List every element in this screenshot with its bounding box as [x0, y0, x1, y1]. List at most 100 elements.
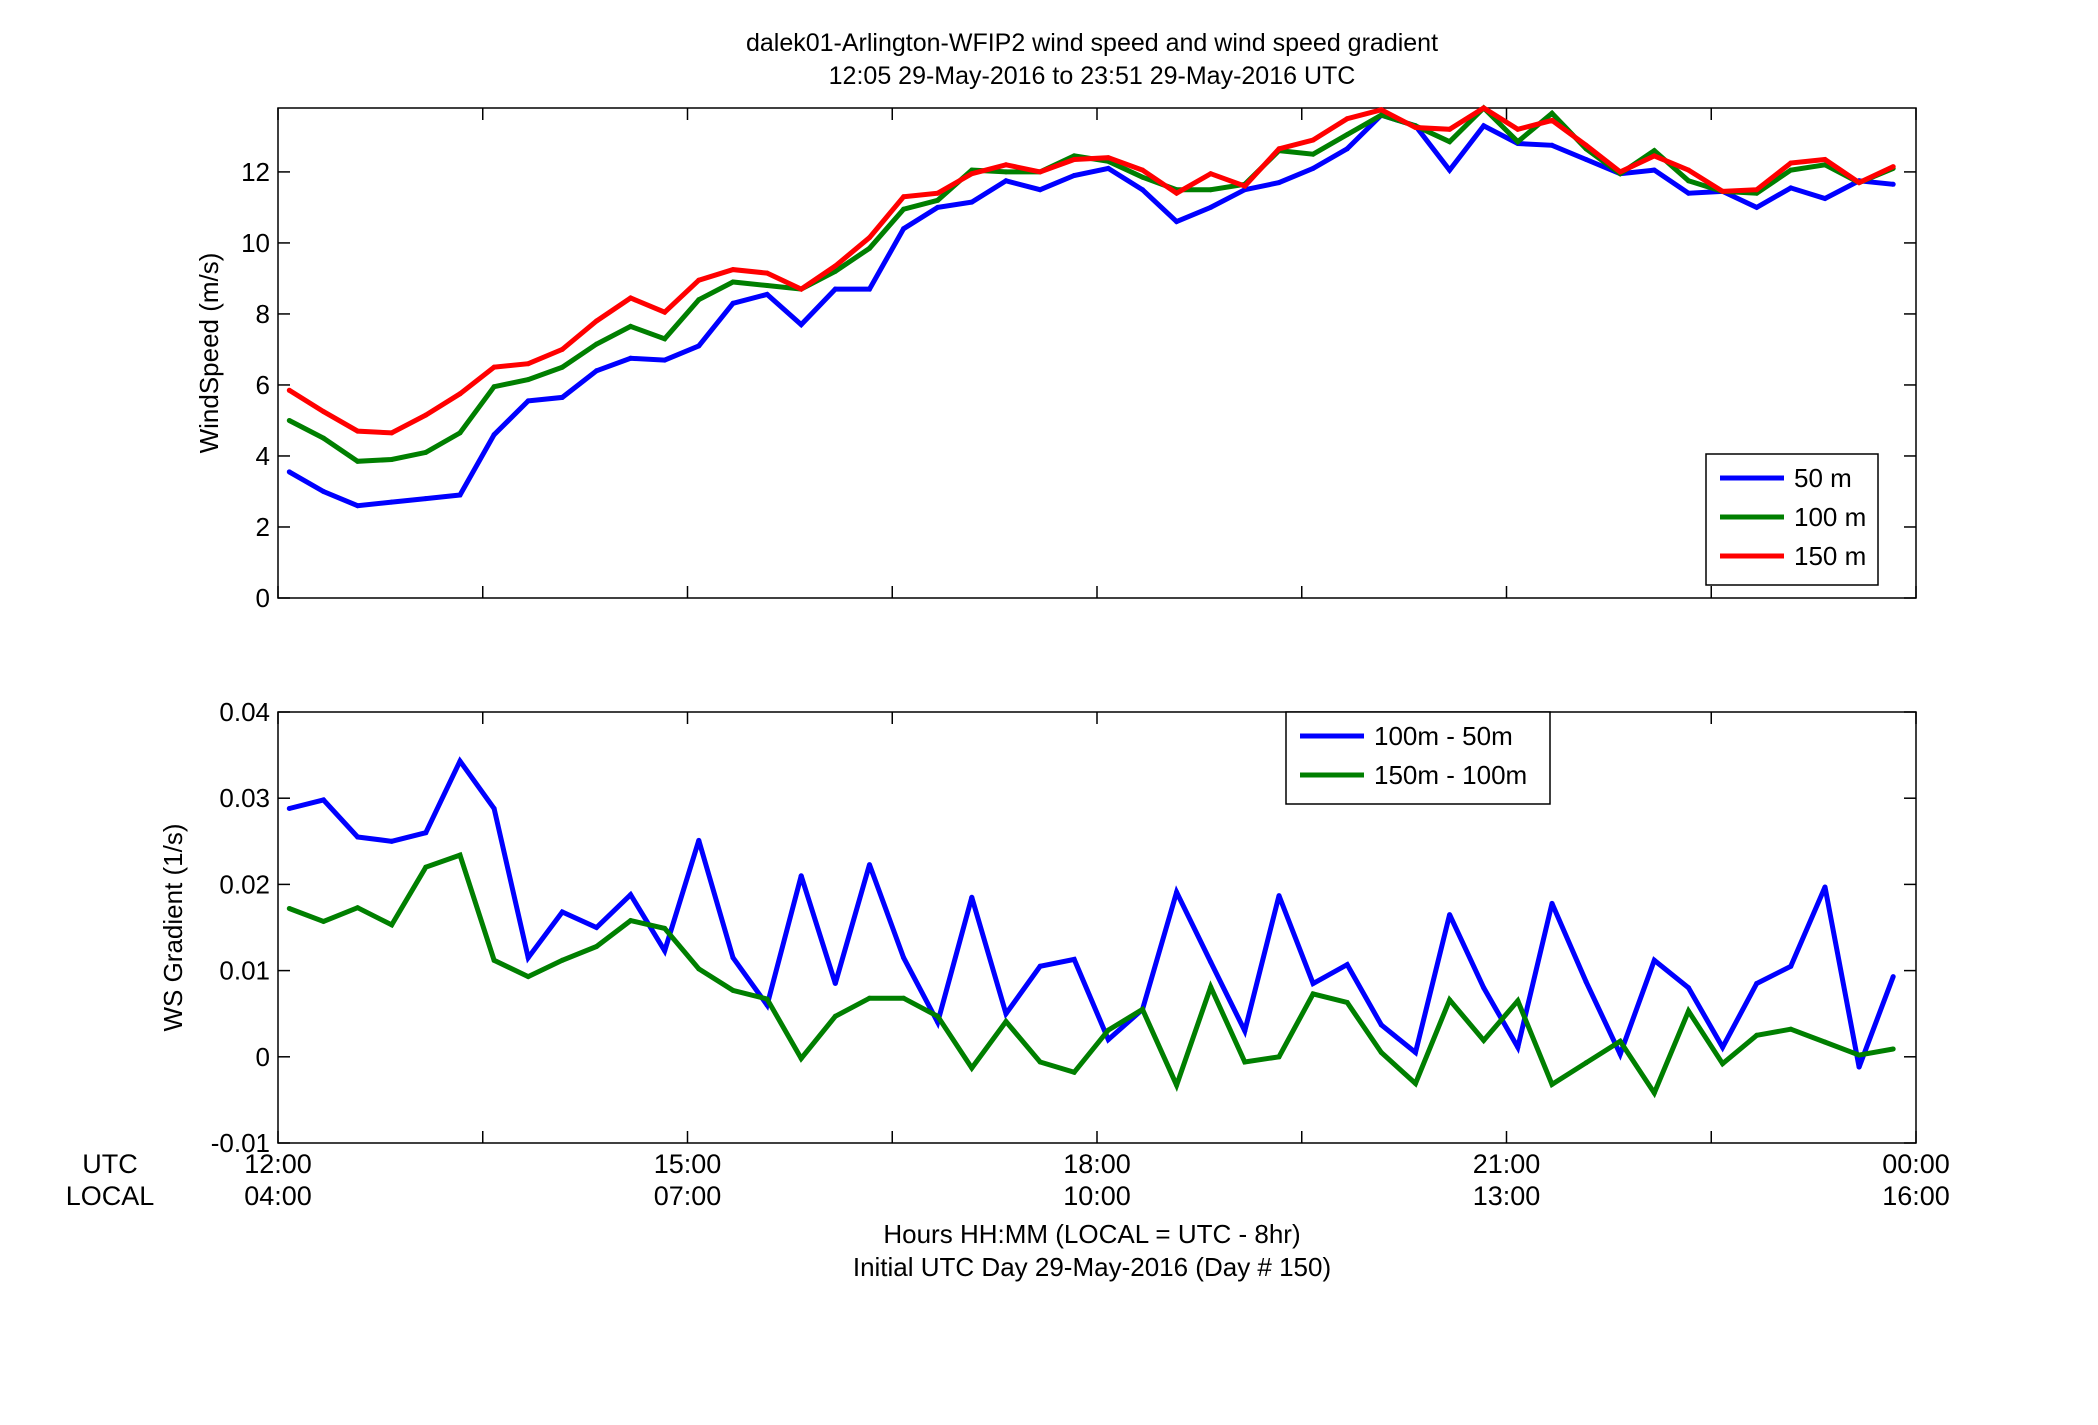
- data-point-2-2: [628, 918, 634, 924]
- data-point-1-2: [594, 341, 599, 347]
- x-tick-label-utc: 21:00: [1473, 1149, 1541, 1179]
- gradient-panel: -0.01 0 0.01 0.02 0.03 0.04 WS Gradient (1/s) 1…: [158, 697, 1950, 1211]
- data-point-1-2: [1447, 139, 1453, 145]
- y-tick-label: 0: [256, 1042, 270, 1072]
- data-point-2-2: [1549, 1081, 1555, 1087]
- data-point-1-3: [662, 309, 668, 315]
- data-point-1-3: [969, 171, 975, 177]
- data-point-2-2: [1003, 1019, 1009, 1024]
- data-point-2-2: [662, 925, 668, 931]
- data-point-2-2: [491, 957, 497, 963]
- data-point-2-2: [764, 996, 770, 1002]
- y-tick-label: 12: [241, 157, 270, 187]
- data-point-1-2: [525, 377, 531, 383]
- data-point-1-3: [1822, 157, 1828, 162]
- data-point-1-1: [1549, 142, 1555, 148]
- data-point-2-2: [1310, 991, 1316, 997]
- data-point-2-1: [594, 925, 599, 930]
- y-tick-label: 0.04: [219, 697, 270, 727]
- data-point-2-2: [1856, 1052, 1862, 1058]
- data-point-1-1: [662, 357, 668, 363]
- data-point-2-2: [321, 919, 326, 924]
- utc-row-label: UTC: [82, 1149, 138, 1179]
- data-point-2-2: [423, 864, 429, 870]
- data-point-1-2: [1651, 148, 1657, 154]
- data-point-1-3: [1549, 117, 1555, 123]
- data-point-1-3: [1413, 125, 1418, 130]
- data-point-1-3: [423, 412, 429, 418]
- y-tick-label: 0.01: [219, 956, 270, 986]
- data-point-1-3: [1174, 190, 1180, 196]
- data-point-2-1: [355, 834, 361, 840]
- windspeed-panel: 0 2 4 6 8 10 12 WindSpeed (m/s) 50 m 100 m 150 m: [194, 104, 1917, 613]
- data-point-1-1: [696, 343, 702, 349]
- data-point-1-2: [559, 364, 565, 370]
- data-point-2-1: [321, 797, 326, 803]
- series-line-1-3: [287, 105, 1895, 436]
- series-line-1-1: [288, 112, 1894, 509]
- data-point-2-1: [1447, 912, 1453, 918]
- data-point-2-1: [423, 830, 429, 836]
- data-point-2-1: [1037, 963, 1043, 969]
- data-point-2-1: [1310, 981, 1316, 986]
- data-point-2-2: [1413, 1081, 1418, 1086]
- data-point-1-3: [1378, 107, 1384, 113]
- data-point-1-3: [1071, 157, 1077, 162]
- data-point-1-3: [1276, 146, 1282, 152]
- data-point-1-1: [1174, 219, 1180, 225]
- legend-label: 50 m: [1794, 463, 1852, 493]
- data-point-1-1: [1071, 173, 1077, 178]
- data-point-2-2: [730, 987, 736, 993]
- y-tick-label: 0.03: [219, 783, 270, 813]
- data-point-2-2: [1788, 1026, 1794, 1032]
- data-point-1-3: [1140, 167, 1145, 173]
- data-point-1-3: [1208, 171, 1214, 177]
- data-point-2-1: [491, 806, 497, 811]
- data-point-1-3: [1037, 169, 1043, 175]
- data-point-1-1: [969, 199, 975, 205]
- legend-label: 100 m: [1794, 502, 1866, 532]
- y-tick-label: 0.02: [219, 869, 270, 899]
- data-point-1-3: [594, 318, 599, 324]
- data-point-1-1: [832, 286, 838, 292]
- data-point-1-3: [1242, 183, 1248, 189]
- data-point-1-1: [1788, 185, 1794, 191]
- data-point-2-1: [1174, 889, 1180, 895]
- data-point-1-2: [867, 245, 872, 251]
- data-point-1-3: [832, 263, 838, 269]
- data-point-1-1: [355, 503, 361, 509]
- data-point-1-2: [1310, 151, 1316, 157]
- data-point-2-1: [1617, 1051, 1623, 1057]
- data-point-2-2: [901, 995, 907, 1001]
- local-row-label: LOCAL: [66, 1181, 155, 1211]
- data-point-2-1: [832, 981, 838, 986]
- data-point-2-1: [867, 862, 872, 868]
- chart-title: dalek01-Arlington-WFIP2 wind speed and w…: [746, 29, 1438, 57]
- data-point-1-3: [321, 409, 326, 415]
- data-point-2-1: [1344, 962, 1350, 968]
- data-point-1-2: [286, 418, 292, 423]
- data-point-1-2: [355, 458, 361, 464]
- chart-subtitle: 12:05 29-May-2016 to 23:51 29-May-2016 U…: [829, 62, 1356, 90]
- data-point-2-2: [1481, 1037, 1487, 1043]
- data-point-1-2: [1378, 112, 1384, 118]
- data-point-1-2: [696, 297, 702, 303]
- x-tick-label-local: 10:00: [1063, 1181, 1131, 1211]
- data-point-1-2: [764, 283, 770, 288]
- data-point-1-1: [935, 204, 941, 210]
- data-point-1-2: [1686, 178, 1691, 184]
- data-point-2-2: [1720, 1061, 1726, 1067]
- data-point-1-2: [1549, 110, 1555, 116]
- data-point-2-1: [1003, 1011, 1009, 1017]
- legend-label: 150 m: [1794, 541, 1866, 571]
- data-point-1-1: [1242, 187, 1248, 193]
- data-point-2-2: [935, 1013, 941, 1019]
- data-point-1-1: [423, 496, 429, 502]
- data-point-1-1: [628, 355, 634, 361]
- data-point-1-3: [798, 286, 804, 292]
- data-point-2-2: [1583, 1060, 1589, 1066]
- x-axis-label: Hours HH:MM (LOCAL = UTC - 8hr): [883, 1219, 1300, 1249]
- data-point-1-3: [1515, 126, 1521, 132]
- data-point-2-2: [1822, 1039, 1828, 1045]
- y-tick-label: 2: [256, 512, 270, 542]
